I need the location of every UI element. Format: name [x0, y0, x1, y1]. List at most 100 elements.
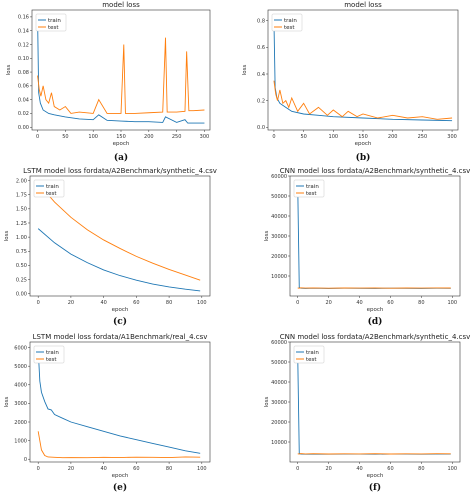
chart-title: CNN model loss fordata/A2Benchmark/synth…	[280, 333, 471, 341]
legend-label-test: test	[284, 25, 295, 31]
chart-panel-a: model loss 0 50 100 150 200 250 300 0.00 0.02 0.04…	[6, 1, 211, 163]
y-tick-label: 0.2	[257, 98, 265, 104]
legend-label-train: train	[46, 184, 59, 190]
x-tick-label: 20	[325, 466, 331, 472]
x-axis-label: epoch	[112, 307, 129, 313]
legend-label-test: test	[46, 357, 57, 363]
y-tick-label: 1.25	[16, 221, 27, 227]
x-tick-label: 0	[296, 466, 299, 472]
y-tick-label: 1.75	[16, 192, 27, 198]
panel-label: (f)	[369, 482, 381, 493]
series-line-test	[37, 431, 201, 459]
x-tick-label: 100	[197, 466, 207, 472]
x-tick-label: 60	[133, 300, 139, 306]
y-tick-label: 0.6	[257, 45, 265, 51]
x-tick-label: 0	[37, 300, 40, 306]
x-tick-label: 20	[325, 300, 331, 306]
legend-label-test: test	[306, 357, 317, 363]
x-tick-label: 0	[36, 134, 39, 140]
y-tick-label: 10000	[271, 274, 287, 280]
y-tick-label: 10000	[271, 440, 287, 446]
chart-title: LSTM model loss fordata/A1Benchmark/real…	[33, 333, 208, 341]
series-line-train	[297, 355, 451, 455]
chart-panel-c: LSTM model loss fordata/A2Benchmark/synt…	[4, 167, 217, 327]
y-tick-label: 0.16	[18, 15, 29, 21]
x-tick-label: 100	[197, 300, 207, 306]
x-tick-label: 250	[418, 134, 428, 140]
chart-title: LSTM model loss fordata/A2Benchmark/synt…	[23, 167, 217, 175]
y-tick-label: 0.00	[18, 125, 29, 131]
y-tick-label: 0.08	[18, 70, 29, 76]
y-tick-label: 0.12	[18, 42, 29, 48]
legend-label-train: train	[48, 18, 61, 24]
panel-label: (a)	[114, 152, 128, 163]
series-line-test	[37, 183, 201, 281]
chart-panel-e: LSTM model loss fordata/A1Benchmark/real…	[4, 333, 211, 493]
plot-frame	[29, 341, 211, 463]
y-tick-label: 0.14	[18, 28, 29, 34]
chart-panel-d: CNN model loss fordata/A2Benchmark/synth…	[264, 167, 471, 327]
y-tick-label: 0.75	[16, 249, 27, 255]
x-tick-label: 40	[100, 466, 106, 472]
y-tick-label: 3000	[14, 401, 27, 407]
x-tick-label: 40	[356, 300, 362, 306]
x-tick-label: 80	[418, 300, 424, 306]
x-tick-label: 40	[356, 466, 362, 472]
y-tick-label: 0.10	[18, 56, 29, 62]
y-tick-label: 60000	[271, 174, 287, 180]
series-line-test	[273, 80, 453, 120]
y-axis-label: loss	[4, 397, 10, 408]
y-tick-label: 20000	[271, 420, 287, 426]
legend-label-train: train	[284, 18, 297, 24]
x-axis-label: epoch	[367, 473, 384, 479]
legend-label-test: test	[306, 191, 317, 197]
x-tick-label: 300	[447, 134, 457, 140]
x-tick-label: 0	[296, 300, 299, 306]
y-tick-label: 20000	[271, 254, 287, 260]
chart-title: CNN model loss fordata/A2Benchmark/synth…	[280, 167, 471, 175]
chart-title: model loss	[344, 1, 382, 9]
y-tick-label: 60000	[271, 340, 287, 346]
y-tick-label: 0.25	[16, 277, 27, 283]
y-tick-label: 1.00	[16, 235, 27, 241]
series-line-train	[37, 349, 201, 454]
y-tick-label: 2000	[14, 420, 27, 426]
y-tick-label: 2.00	[16, 178, 27, 184]
chart-panel-b: model loss 0 50 100 150 200 250 300 0.0 0.2 0.4 0.6…	[242, 1, 459, 163]
y-tick-label: 0.4	[257, 72, 265, 78]
y-axis-label: loss	[4, 231, 10, 242]
y-tick-label: 0.04	[18, 97, 29, 103]
x-axis-label: epoch	[355, 141, 372, 147]
x-axis-label: epoch	[112, 473, 129, 479]
x-tick-label: 20	[68, 466, 74, 472]
legend-label-test: test	[46, 191, 57, 197]
x-tick-label: 200	[388, 134, 398, 140]
y-tick-label: 5000	[14, 364, 27, 370]
y-tick-label: 1.50	[16, 207, 27, 213]
x-tick-label: 80	[166, 300, 172, 306]
legend-label-train: train	[306, 184, 319, 190]
y-axis-label: loss	[6, 65, 12, 76]
y-tick-label: 0.8	[257, 18, 265, 24]
panel-label: (d)	[368, 316, 383, 327]
x-tick-label: 20	[68, 300, 74, 306]
chart-panel-f: CNN model loss fordata/A2Benchmark/synth…	[264, 333, 471, 493]
y-tick-label: 50000	[271, 194, 287, 200]
x-tick-label: 60	[387, 466, 393, 472]
y-tick-label: 4000	[14, 383, 27, 389]
x-tick-label: 50	[62, 134, 68, 140]
x-tick-label: 100	[329, 134, 339, 140]
series-line-train	[273, 20, 453, 122]
x-tick-label: 60	[387, 300, 393, 306]
y-axis-label: loss	[242, 65, 248, 76]
legend-label-test: test	[48, 25, 59, 31]
y-tick-label: 0.06	[18, 84, 29, 90]
series-line-train	[37, 16, 205, 124]
x-axis-label: epoch	[113, 141, 130, 147]
y-tick-label: 40000	[271, 214, 287, 220]
plot-frame	[29, 175, 211, 297]
y-tick-label: 0	[24, 457, 27, 463]
x-tick-label: 150	[358, 134, 368, 140]
x-tick-label: 150	[116, 134, 126, 140]
